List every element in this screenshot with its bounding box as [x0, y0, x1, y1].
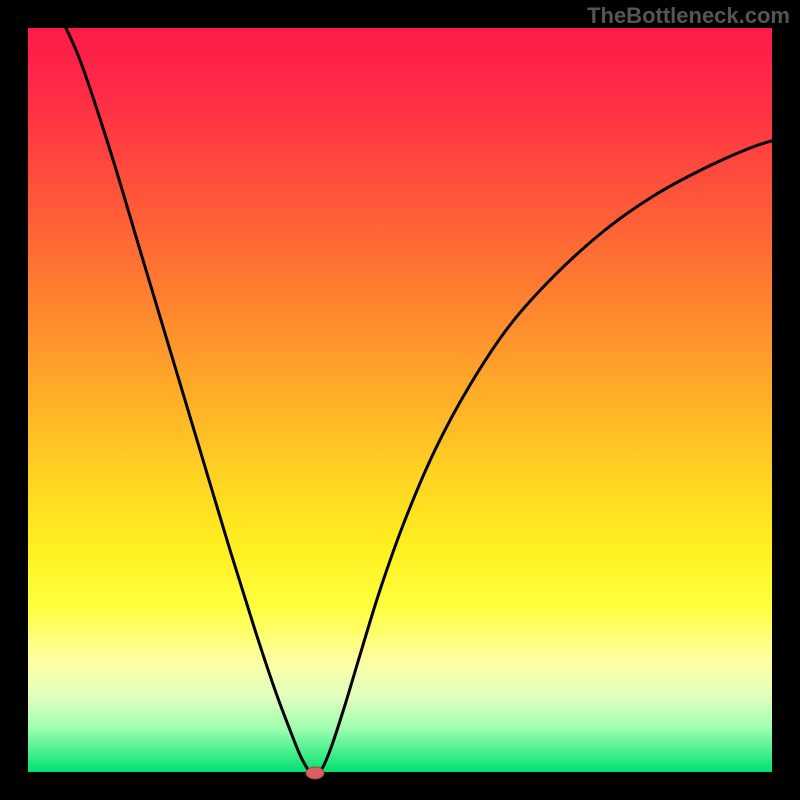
bottleneck-chart: TheBottleneck.com [0, 0, 800, 800]
bottleneck-marker [306, 767, 324, 779]
chart-svg [0, 0, 800, 800]
chart-background [28, 28, 772, 772]
watermark-text: TheBottleneck.com [587, 3, 790, 29]
